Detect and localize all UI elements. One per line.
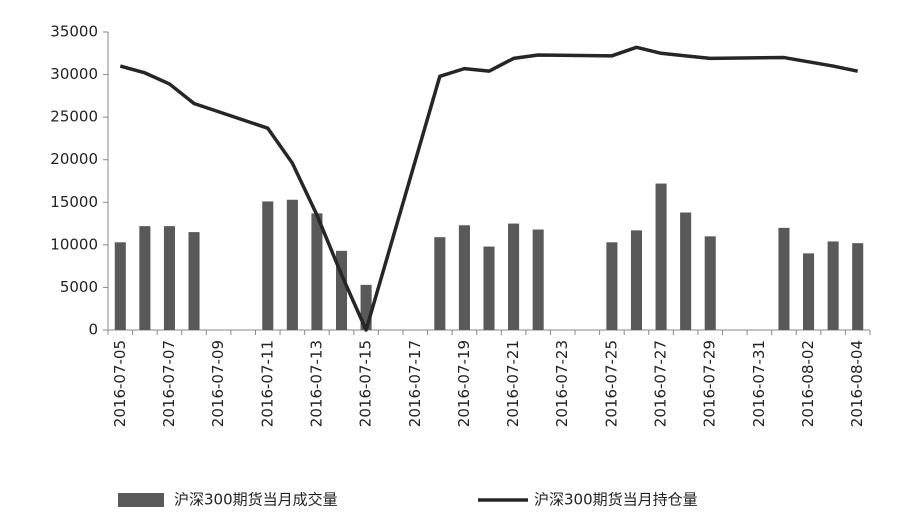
x-tick-label: 2016-07-05 (111, 340, 129, 427)
y-tick-label: 30000 (50, 65, 98, 83)
x-tick-label: 2016-07-31 (750, 340, 768, 427)
legend-label: 沪深300期货当月成交量 (174, 491, 338, 509)
bar (434, 237, 446, 330)
bar (852, 243, 864, 330)
bar (704, 236, 716, 330)
bar (163, 226, 175, 330)
x-tick-label: 2016-07-29 (701, 340, 719, 427)
bar (286, 199, 298, 330)
y-tick-label: 20000 (50, 150, 98, 168)
x-tick-label: 2016-07-07 (160, 340, 178, 427)
bar (532, 229, 544, 330)
x-tick-label: 2016-07-15 (357, 340, 375, 427)
bar (655, 183, 667, 330)
y-tick-label: 5000 (60, 278, 98, 296)
x-tick-label: 2016-07-17 (406, 340, 424, 427)
legend-swatch (118, 493, 164, 507)
bar (483, 246, 495, 330)
x-tick-label: 2016-08-04 (848, 340, 866, 427)
x-tick-label: 2016-07-11 (258, 340, 276, 427)
bar (262, 201, 274, 330)
x-tick-label: 2016-07-21 (504, 340, 522, 427)
legend-label: 沪深300期货当月持仓量 (534, 491, 698, 509)
y-tick-label: 25000 (50, 108, 98, 126)
x-tick-label: 2016-07-13 (307, 340, 325, 427)
bar (335, 250, 348, 330)
bar (680, 212, 692, 330)
bar (139, 226, 151, 330)
bar (458, 225, 470, 330)
bar (778, 227, 790, 330)
bar (188, 232, 200, 330)
bar (508, 223, 520, 330)
x-tick-label: 2016-07-23 (553, 340, 571, 427)
x-tick-label: 2016-07-19 (455, 340, 473, 427)
x-tick-label: 2016-07-09 (209, 340, 227, 427)
line (119, 45, 859, 332)
y-tick-label: 10000 (50, 235, 98, 253)
bar (630, 230, 643, 330)
bar (360, 284, 372, 330)
bar (827, 241, 839, 330)
bar (803, 253, 815, 330)
y-tick-label: 0 (88, 321, 98, 339)
bar (114, 242, 126, 330)
x-tick-label: 2016-08-02 (799, 340, 817, 427)
x-tick-label: 2016-07-27 (652, 340, 670, 427)
y-tick-label: 15000 (50, 193, 98, 211)
x-tick-label: 2016-07-25 (602, 340, 620, 427)
bar (606, 242, 618, 330)
bar (311, 213, 323, 330)
y-tick-label: 35000 (50, 23, 98, 41)
